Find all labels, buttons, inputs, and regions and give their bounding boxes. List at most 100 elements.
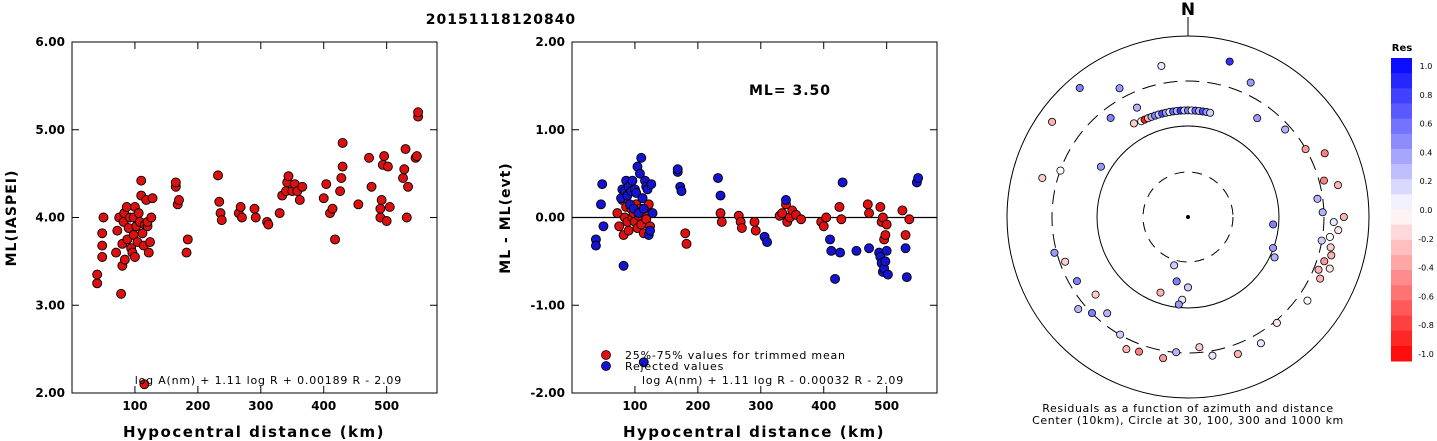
- trimmed-point: [836, 214, 847, 225]
- x-tick-label: 200: [685, 399, 710, 413]
- data-point: [116, 288, 127, 299]
- rejected-point: [880, 256, 891, 267]
- rejected-point: [715, 190, 726, 201]
- data-point: [146, 212, 157, 223]
- residual-point: [1233, 350, 1242, 359]
- residual-point: [1253, 114, 1262, 123]
- residual-point: [1103, 309, 1112, 318]
- data-point: [379, 151, 390, 162]
- colorbar-title: Res: [1392, 43, 1412, 54]
- x-axis-label: Hypocentral distance (km): [123, 423, 385, 441]
- rejected-point: [864, 243, 874, 254]
- trimmed-point: [900, 230, 911, 241]
- data-point: [364, 152, 374, 163]
- trimmed-point: [614, 221, 625, 232]
- residual-point: [1134, 347, 1143, 356]
- colorbar-cell: [1391, 88, 1412, 104]
- panel-polar-residuals: N Residuals as a function of azimuth and…: [1006, 0, 1370, 427]
- residual-point: [1048, 117, 1057, 126]
- data-point: [401, 212, 412, 223]
- x-tick-label: 400: [311, 399, 336, 413]
- data-point: [97, 252, 108, 262]
- colorbar-label: 0.6: [1420, 120, 1433, 129]
- data-point: [375, 203, 386, 214]
- data-point: [366, 181, 377, 192]
- data-point: [143, 247, 154, 258]
- trimmed-point: [818, 221, 829, 232]
- data-points: [590, 152, 924, 368]
- y-tick-label: 0.00: [535, 211, 565, 225]
- data-point: [274, 208, 285, 219]
- rejected-point: [762, 237, 773, 248]
- residual-point: [1159, 354, 1168, 363]
- rejected-point: [676, 186, 687, 197]
- rejected-point: [881, 245, 892, 256]
- x-tick-label: 200: [185, 399, 210, 413]
- data-point: [182, 234, 193, 245]
- data-point: [382, 161, 393, 172]
- data-point: [111, 247, 122, 258]
- colorbar-cell: [1391, 164, 1412, 180]
- trimmed-point: [796, 214, 807, 225]
- residual-point: [1272, 318, 1281, 327]
- residual-point: [1270, 253, 1279, 262]
- data-point: [337, 161, 348, 172]
- data-point: [174, 194, 184, 205]
- data-point: [98, 212, 109, 223]
- colorbar-label: -0.2: [1418, 235, 1434, 244]
- data-point: [318, 193, 329, 204]
- residual-point: [1281, 125, 1290, 134]
- x-tick-label: 500: [874, 399, 899, 413]
- colorbar-cell: [1391, 58, 1412, 74]
- formula-text: log A(nm) + 1.11 log R + 0.00189 R - 2.0…: [135, 374, 402, 387]
- trimmed-point: [904, 214, 915, 225]
- residual-point: [1072, 277, 1081, 286]
- rejected-point: [900, 243, 911, 254]
- y-tick-label: 2.00: [35, 386, 65, 400]
- residual-point: [1157, 61, 1166, 70]
- colorbar-cell: [1391, 133, 1412, 150]
- rejected-point: [595, 199, 606, 210]
- residual-point: [1156, 288, 1165, 297]
- residual-point: [1091, 290, 1100, 299]
- ring-1000km: [1006, 35, 1370, 399]
- residual-point: [1206, 108, 1215, 117]
- rejected-point: [598, 221, 609, 232]
- x-tick-label: 100: [622, 399, 647, 413]
- residual-point: [1056, 166, 1065, 175]
- rejected-point: [913, 173, 924, 183]
- trimmed-point: [881, 219, 892, 230]
- y-axis-label: ML(IASPEI): [4, 170, 20, 267]
- colorbar-label: -1.0: [1418, 350, 1434, 359]
- rejected-point: [647, 208, 658, 219]
- residual-point: [1316, 274, 1325, 283]
- y-tick-label: 5.00: [35, 123, 65, 137]
- panel-ml-iaspei: 2.00 3.00 4.00 5.00 6.00 100 200 300 400 500 ML(…: [4, 35, 438, 441]
- y-tick-label: -2.00: [530, 386, 565, 400]
- data-point: [294, 194, 305, 205]
- residual-point: [1319, 176, 1328, 185]
- data-point: [337, 137, 348, 148]
- colorbar-cell: [1391, 209, 1412, 226]
- residual-point: [1208, 351, 1217, 360]
- data-point: [214, 196, 225, 207]
- residual-point: [1184, 283, 1193, 292]
- residual-point: [1314, 265, 1323, 274]
- residual-points: [1038, 57, 1348, 363]
- colorbar-cell: [1391, 239, 1412, 256]
- colorbar-cell: [1391, 330, 1412, 347]
- data-point: [249, 203, 260, 214]
- residual-point: [1133, 103, 1142, 112]
- y-tick-labels: -2.00 -1.00 0.00 1.00 2.00: [530, 35, 937, 400]
- panel-ml-residual: -2.00 -1.00 0.00 1.00 2.00 100 200 300 400 500 M…: [498, 35, 938, 441]
- rejected-point: [851, 245, 862, 256]
- residual-point: [1172, 277, 1181, 286]
- residual-point: [1195, 343, 1204, 352]
- rejected-point: [646, 179, 657, 190]
- north-label: N: [1181, 0, 1195, 20]
- colorbar-cell: [1391, 179, 1412, 195]
- x-tick-label: 500: [374, 399, 399, 413]
- residual-point: [1115, 84, 1124, 93]
- data-point: [330, 234, 341, 245]
